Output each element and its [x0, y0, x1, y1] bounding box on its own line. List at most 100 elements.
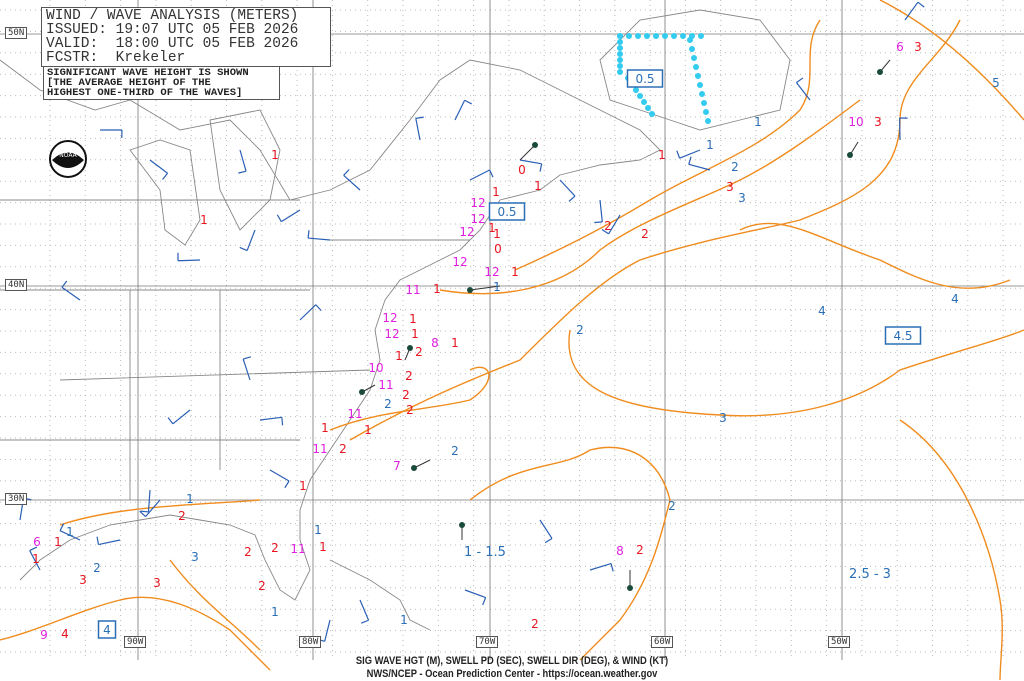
wind-barb-feather — [544, 537, 553, 544]
swell-period-label: 11 — [290, 542, 305, 556]
swell-period-label: 8 — [616, 544, 624, 558]
wave-height-label: 2 — [531, 617, 539, 631]
wave-height-label: 1 — [54, 535, 62, 549]
ice-edge-dot — [701, 100, 707, 106]
wave-height-label: 1 — [395, 349, 403, 363]
wave-height-label: 1 — [271, 148, 279, 162]
ice-edge-dot — [617, 39, 623, 45]
wave-height-label: 1 — [492, 185, 500, 199]
swell-arrow-head — [407, 345, 413, 351]
wave-height-label: 3 — [914, 40, 922, 54]
wind-barb-feather — [343, 169, 350, 176]
wind-barb-feather — [796, 77, 804, 84]
swell-period-label: 12 — [382, 311, 397, 325]
ice-edge-dot — [633, 87, 639, 93]
swell-period-label: 11 — [405, 283, 420, 297]
wind-barb — [308, 237, 331, 241]
wind-barb-feather — [568, 195, 576, 202]
wind-barb — [149, 159, 168, 174]
contour-label: 2 — [93, 561, 101, 575]
wave-height-contour — [568, 329, 1024, 417]
wave-height-contour — [169, 559, 261, 651]
wave-height-contour — [469, 446, 671, 661]
ice-edge-dot — [697, 82, 703, 88]
swell-period-label: 10 — [368, 361, 383, 375]
wind-barb-feather — [307, 230, 310, 239]
wave-height-label: 3 — [153, 576, 161, 590]
ice-edge-dot — [617, 51, 623, 57]
swell-period-label: 12 — [484, 265, 499, 279]
wave-height-label: 2 — [258, 579, 266, 593]
wave-height-contour — [349, 19, 961, 441]
wave-height-label: 4 — [61, 627, 69, 641]
wind-barb — [343, 174, 361, 191]
swell-arrow-head — [847, 152, 853, 158]
wind-barb — [454, 99, 466, 121]
contour-label: 1 — [400, 613, 408, 627]
wind-barb — [145, 499, 161, 517]
lon-label-70w: 70W — [476, 636, 499, 648]
swell-arrow-head — [532, 142, 538, 148]
wind-barb-feather — [238, 170, 247, 174]
boxed-value: 0.5 — [635, 72, 654, 86]
swell-arrow-head — [467, 287, 473, 293]
wind-barb-feather — [464, 99, 473, 105]
wave-height-contour — [879, 0, 1024, 121]
wind-barb — [147, 489, 151, 512]
swell-period-label: 6 — [33, 535, 41, 549]
swell-arrow-head — [627, 585, 633, 591]
contour-label: 2 — [384, 397, 392, 411]
boxed-value-frame — [488, 202, 526, 221]
wave-height-label: 2 — [178, 509, 186, 523]
swell-arrow-head — [411, 465, 417, 471]
swell-period-label: 7 — [393, 459, 401, 473]
wind-barb — [59, 530, 81, 541]
noaa-logo-text: NOAA — [59, 152, 77, 159]
contour-label: 1 — [493, 280, 501, 294]
wave-height-label: 2 — [339, 442, 347, 456]
ice-edge-dot — [626, 33, 632, 39]
wind-barb — [324, 619, 331, 642]
swell-arrow-head — [359, 389, 365, 395]
wind-barb-feather — [167, 417, 174, 425]
ice-edge-dot — [662, 33, 668, 39]
wave-height-label: 1 — [451, 336, 459, 350]
wave-height-label: 1 — [32, 552, 40, 566]
wind-barb — [679, 149, 701, 159]
wind-barb — [608, 214, 621, 235]
header-forecaster: FCSTR: Krekeler — [46, 50, 186, 66]
wave-height-label: 2 — [604, 219, 612, 233]
wave-height-label: 1 — [364, 423, 372, 437]
lat-label-40n: 40N — [5, 279, 28, 291]
wave-height-label: 0 — [518, 163, 526, 177]
noaa-logo-bird — [52, 152, 84, 168]
wave-height-label: 2 — [636, 543, 644, 557]
ice-edge-dot — [671, 33, 677, 39]
swell-period-label: 8 — [431, 336, 439, 350]
header-title: WIND / WAVE ANALYSIS (METERS) — [46, 8, 299, 24]
wave-height-label: 2 — [402, 388, 410, 402]
wind-barb-feather — [482, 597, 487, 606]
ice-edge-dot — [695, 73, 701, 79]
ice-edge-dot — [689, 46, 695, 52]
analysis-header: WIND / WAVE ANALYSIS (METERS) ISSUED: 19… — [41, 7, 331, 67]
wind-barb — [61, 286, 81, 301]
ice-edge-dot — [703, 109, 709, 115]
wave-height-label: 3 — [874, 115, 882, 129]
ice-edge-dot — [641, 99, 647, 105]
header-issued: ISSUED: 19:07 UTC 05 FEB 2026 — [46, 22, 299, 38]
wave-height-label: 2 — [641, 227, 649, 241]
wind-barb — [177, 259, 201, 262]
ice-edge-dot — [699, 91, 705, 97]
header-valid: VALID: 18:00 UTC 05 FEB 2026 — [46, 36, 299, 52]
footer-legend: SIG WAVE HGT (M), SWELL PD (SEC), SWELL … — [355, 655, 669, 667]
contour-label: 2 — [576, 323, 584, 337]
wind-barb-feather — [315, 304, 322, 312]
wave-height-label: 2 — [415, 345, 423, 359]
swell-period-label: 12 — [470, 212, 485, 226]
wave-height-contour — [439, 99, 861, 295]
wave-height-label: 1 — [321, 421, 329, 435]
wind-barb — [539, 519, 553, 539]
contour-label: 2 — [731, 160, 739, 174]
swell-period-label: 6 — [896, 40, 904, 54]
